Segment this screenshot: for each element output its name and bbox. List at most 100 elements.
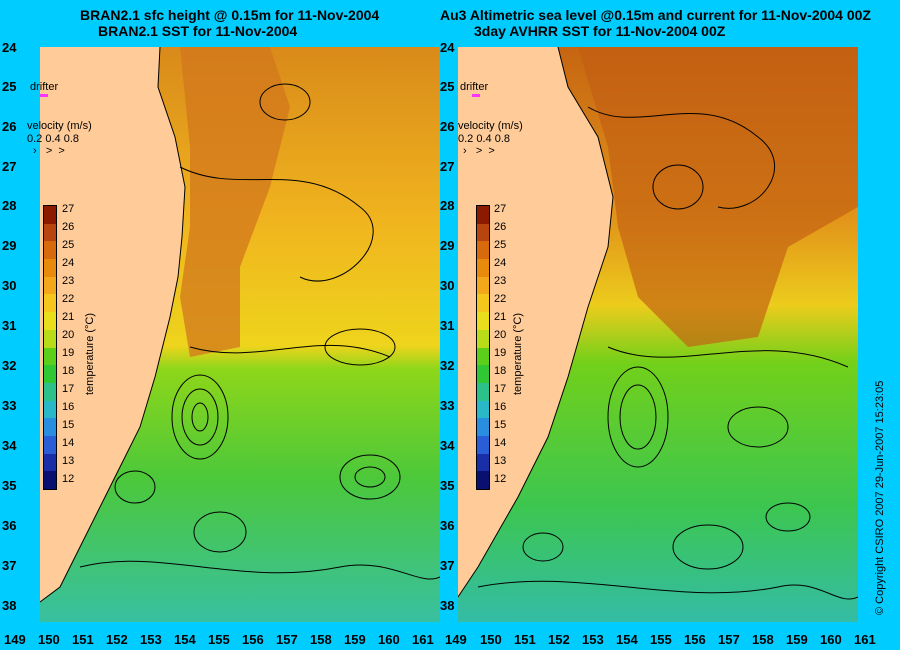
drifter-marker-icon bbox=[40, 94, 48, 97]
lat-tick-label: 26 bbox=[2, 119, 17, 134]
colorbar-tick-label: 17 bbox=[494, 383, 507, 395]
lon-tick-label: 157 bbox=[276, 632, 298, 647]
colorbar-swatch bbox=[44, 471, 56, 489]
colorbar-swatch bbox=[477, 329, 489, 348]
lat-tick-label: 25 bbox=[2, 79, 17, 94]
lat-tick-label: 29 bbox=[2, 238, 17, 253]
lat-tick-label: 25 bbox=[440, 79, 455, 94]
colorbar-swatch bbox=[44, 259, 56, 277]
colorbar-swatch bbox=[477, 276, 489, 295]
left-title-line1: BRAN2.1 sfc height @ 0.15m for 11-Nov-20… bbox=[80, 7, 380, 23]
lon-tick-label: 152 bbox=[106, 632, 128, 647]
colorbar-tick-label: 17 bbox=[62, 383, 75, 395]
lat-tick-label: 32 bbox=[2, 358, 17, 373]
colorbar-tick-label: 13 bbox=[62, 455, 75, 467]
lon-tick-label: 158 bbox=[752, 632, 774, 647]
lat-tick-label: 36 bbox=[440, 518, 455, 533]
lon-tick-label: 156 bbox=[242, 632, 264, 647]
drifter-marker-icon bbox=[472, 94, 480, 97]
colorbar-tick-label: 20 bbox=[494, 329, 507, 341]
left-colorbar bbox=[43, 205, 57, 490]
drifter-label: drifter bbox=[30, 81, 59, 93]
velocity-label: velocity (m/s) bbox=[27, 120, 92, 132]
lat-tick-label: 36 bbox=[2, 518, 17, 533]
temperature-axis-label: temperature (°C) bbox=[84, 312, 96, 395]
colorbar-tick-label: 27 bbox=[62, 203, 75, 215]
lat-tick-label: 37 bbox=[2, 558, 17, 573]
colorbar-tick-label: 18 bbox=[494, 365, 507, 377]
colorbar-tick-label: 21 bbox=[494, 311, 507, 323]
colorbar-swatch bbox=[44, 223, 56, 242]
lat-tick-label: 33 bbox=[2, 398, 17, 413]
lon-tick-label: 151 bbox=[72, 632, 94, 647]
colorbar-tick-label: 26 bbox=[62, 221, 75, 233]
colorbar-swatch bbox=[477, 453, 489, 472]
colorbar-swatch bbox=[44, 276, 56, 295]
colorbar-tick-label: 27 bbox=[494, 203, 507, 215]
lon-tick-label: 156 bbox=[684, 632, 706, 647]
colorbar-swatch bbox=[477, 294, 489, 313]
lon-tick-label: 160 bbox=[820, 632, 842, 647]
colorbar-swatch bbox=[44, 400, 56, 419]
lon-tick-label: 149 bbox=[445, 632, 467, 647]
lon-tick-label: 152 bbox=[548, 632, 570, 647]
colorbar-swatch bbox=[477, 365, 489, 383]
colorbar-tick-label: 18 bbox=[62, 365, 75, 377]
lat-tick-label: 35 bbox=[2, 478, 17, 493]
colorbar-swatch bbox=[477, 259, 489, 277]
velocity-arrows-icon: › > > bbox=[33, 145, 65, 157]
lon-tick-label: 160 bbox=[378, 632, 400, 647]
lat-tick-label: 32 bbox=[440, 358, 455, 373]
lon-tick-label: 161 bbox=[854, 632, 876, 647]
lat-tick-label: 28 bbox=[440, 198, 455, 213]
left-map-panel bbox=[40, 47, 440, 622]
lon-tick-label: 149 bbox=[4, 632, 26, 647]
colorbar-swatch bbox=[44, 329, 56, 348]
lat-tick-label: 26 bbox=[440, 119, 455, 134]
colorbar-swatch bbox=[44, 365, 56, 383]
colorbar-tick-label: 21 bbox=[62, 311, 75, 323]
lon-tick-label: 150 bbox=[38, 632, 60, 647]
right-map-svg bbox=[458, 47, 858, 622]
lon-tick-label: 155 bbox=[650, 632, 672, 647]
lat-tick-label: 35 bbox=[440, 478, 455, 493]
lon-tick-label: 155 bbox=[208, 632, 230, 647]
velocity-scale-label: 0.2 0.4 0.8 bbox=[27, 133, 79, 145]
right-title-line1: Au3 Altimetric sea level @0.15m and curr… bbox=[440, 7, 871, 23]
colorbar-swatch bbox=[477, 312, 489, 330]
lat-tick-label: 28 bbox=[2, 198, 17, 213]
lat-tick-label: 38 bbox=[440, 598, 455, 613]
lon-tick-label: 158 bbox=[310, 632, 332, 647]
lat-tick-label: 31 bbox=[2, 318, 17, 333]
colorbar-swatch bbox=[44, 418, 56, 436]
colorbar-tick-label: 25 bbox=[62, 239, 75, 251]
lon-tick-label: 153 bbox=[582, 632, 604, 647]
colorbar-tick-label: 16 bbox=[494, 401, 507, 413]
right-title-line2: 3day AVHRR SST for 11-Nov-2004 00Z bbox=[474, 23, 726, 39]
lon-tick-label: 153 bbox=[140, 632, 162, 647]
lat-tick-label: 38 bbox=[2, 598, 17, 613]
colorbar-tick-label: 19 bbox=[494, 347, 507, 359]
lat-tick-label: 30 bbox=[2, 278, 17, 293]
right-colorbar bbox=[476, 205, 490, 490]
colorbar-swatch bbox=[477, 471, 489, 489]
lon-tick-label: 159 bbox=[344, 632, 366, 647]
lon-tick-label: 150 bbox=[480, 632, 502, 647]
colorbar-swatch bbox=[477, 347, 489, 366]
colorbar-swatch bbox=[44, 453, 56, 472]
colorbar-tick-label: 12 bbox=[62, 473, 75, 485]
colorbar-tick-label: 19 bbox=[62, 347, 75, 359]
colorbar-tick-label: 26 bbox=[494, 221, 507, 233]
colorbar-swatch bbox=[477, 223, 489, 242]
colorbar-tick-label: 15 bbox=[62, 419, 75, 431]
left-title-line2: BRAN2.1 SST for 11-Nov-2004 bbox=[98, 23, 298, 39]
colorbar-swatch bbox=[44, 312, 56, 330]
colorbar-swatch bbox=[44, 435, 56, 454]
colorbar-tick-label: 24 bbox=[494, 257, 507, 269]
lat-tick-label: 34 bbox=[440, 438, 455, 453]
lat-tick-label: 31 bbox=[440, 318, 455, 333]
colorbar-tick-label: 22 bbox=[62, 293, 75, 305]
colorbar-swatch bbox=[44, 241, 56, 260]
velocity-scale-label: 0.2 0.4 0.8 bbox=[458, 133, 510, 145]
colorbar-tick-label: 15 bbox=[494, 419, 507, 431]
